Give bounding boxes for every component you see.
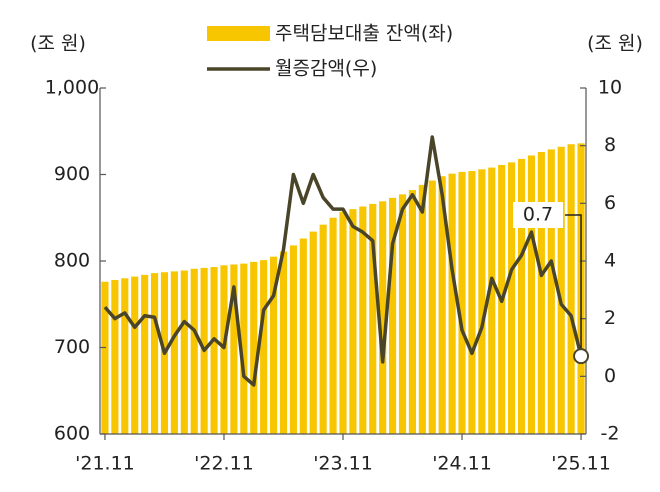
bar <box>210 267 218 434</box>
legend-swatch <box>207 26 270 41</box>
bar <box>547 149 555 435</box>
bar <box>180 270 188 434</box>
y2-tick-label: 8 <box>604 134 616 156</box>
bar <box>478 169 486 434</box>
bar <box>339 211 347 434</box>
y2-tick-label: -2 <box>601 423 620 445</box>
bar <box>359 206 367 434</box>
bar <box>458 171 466 434</box>
x-tick-label: '21.11 <box>75 453 135 475</box>
bar <box>349 209 357 434</box>
bar <box>111 280 119 434</box>
bar <box>230 264 238 434</box>
bar <box>418 184 426 434</box>
bar <box>468 171 476 435</box>
y2-tick-label: 4 <box>604 250 616 272</box>
bar <box>517 158 526 434</box>
y2-tick-label: 2 <box>604 307 616 329</box>
bar <box>279 251 288 434</box>
bar <box>398 194 407 434</box>
data-label: 0.7 <box>523 204 553 226</box>
bar <box>537 152 545 434</box>
bar <box>101 281 109 434</box>
leader-line <box>565 214 582 357</box>
bar <box>190 268 198 434</box>
bar <box>220 265 228 434</box>
x-tick-label: '25.11 <box>551 453 611 475</box>
bar <box>567 144 575 434</box>
bar <box>408 190 416 434</box>
bar <box>428 180 436 434</box>
x-tick-label: '23.11 <box>313 453 373 475</box>
bar <box>438 176 446 435</box>
bar <box>319 224 327 434</box>
bar <box>527 155 536 434</box>
bar <box>289 245 297 434</box>
legend-label: 주택담보대출 잔액(좌) <box>275 23 453 45</box>
bar <box>488 167 496 434</box>
bar <box>557 146 565 434</box>
point <box>573 348 590 365</box>
bar <box>299 238 307 434</box>
y2-tick-label: 6 <box>604 192 616 214</box>
bar <box>270 256 278 434</box>
y2-axis-title: (조 원) <box>587 33 643 55</box>
line <box>103 135 583 387</box>
y-tick-label: 700 <box>54 336 90 358</box>
label-bg <box>513 202 564 228</box>
bar <box>309 231 317 434</box>
bar <box>170 271 178 434</box>
y-axis-title: (조 원) <box>30 33 86 55</box>
bar <box>379 201 387 434</box>
y-tick-label: 600 <box>54 423 90 445</box>
y-tick-label: 800 <box>54 250 90 272</box>
bar <box>240 263 248 434</box>
y2-tick-label: 0 <box>604 365 616 387</box>
bar <box>369 203 377 434</box>
bar <box>121 278 129 434</box>
bar <box>131 276 139 434</box>
bar <box>260 260 268 434</box>
bar <box>389 197 397 434</box>
x-tick-label: '24.11 <box>432 453 492 475</box>
y-tick-label: 1,000 <box>45 77 99 99</box>
bar <box>250 261 258 434</box>
y-tick-label: 900 <box>54 163 90 185</box>
bar <box>150 273 159 434</box>
x-tick-label: '22.11 <box>194 453 254 475</box>
bar <box>329 217 337 434</box>
legend-label: 월증감액(우) <box>275 58 377 80</box>
bar <box>448 173 456 434</box>
y2-tick-label: 10 <box>598 77 622 99</box>
bar <box>141 274 149 434</box>
bar <box>508 162 516 434</box>
